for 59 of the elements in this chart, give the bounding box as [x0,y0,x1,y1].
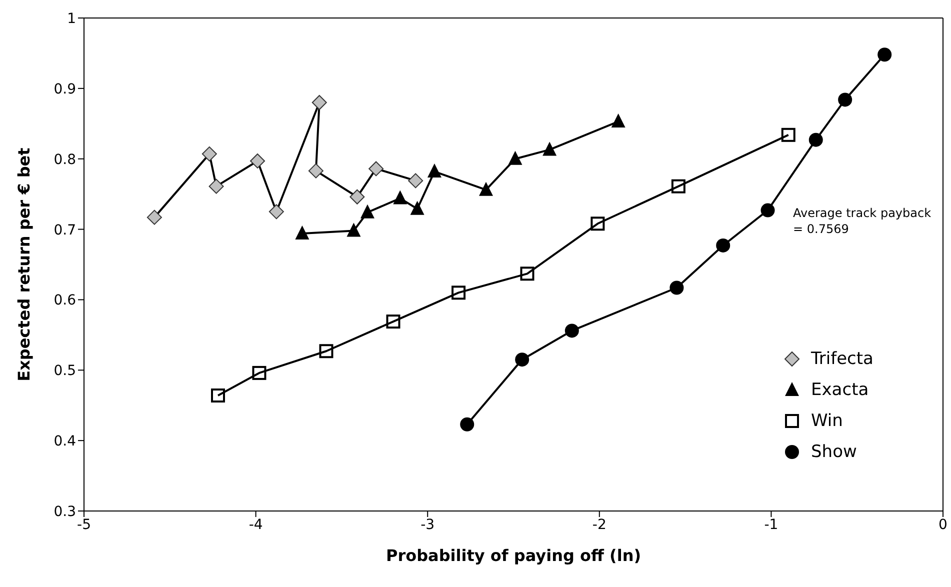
point [250,153,266,168]
x-tick-label: -4 [248,516,263,533]
legend-label: Exacta [811,380,869,400]
x-tick-label: -1 [764,516,778,533]
point [671,179,686,194]
point [808,132,823,147]
point [312,95,327,110]
point [350,189,365,204]
y-tick-label: 0.7 [54,222,76,238]
y-tick-label: 0.8 [54,152,76,168]
legend-label: Win [811,410,843,430]
point [208,178,224,194]
point [611,114,626,128]
point [427,164,442,178]
point [781,128,796,142]
point [460,417,474,432]
point [878,48,892,62]
x-tick-label: -2 [592,516,606,533]
point [542,142,557,156]
point [211,388,226,402]
point [564,324,579,338]
point [202,146,217,162]
point [716,238,730,252]
point [308,163,324,178]
legend-label: Show [811,442,857,462]
legend-label: Trifecta [811,348,874,368]
x-tick-label: -3 [420,516,435,533]
point [760,203,775,218]
y-tick-label: 0.6 [54,292,76,309]
point [590,216,605,231]
point [319,344,334,358]
annotation: Average track payback = 0.7569 [793,205,932,237]
point [146,210,162,225]
point [346,222,361,237]
point [452,286,466,300]
point [386,314,400,329]
x-axis-title: Probability of paying off (ln) [386,546,642,565]
point [410,200,424,215]
point [393,190,408,204]
point [838,92,852,107]
point [408,173,424,188]
point [368,161,384,176]
point [252,366,266,380]
point [515,352,530,367]
y-tick-label: 0.5 [54,363,76,380]
y-tick-label: 0.3 [54,504,76,520]
point [520,266,534,281]
point [268,204,284,220]
point [670,280,684,295]
y-tick-label: 1 [67,10,76,27]
y-axis-title: Expected return per € bet [14,147,34,382]
y-tick-label: 0.9 [54,81,76,98]
x-tick-label: -5 [77,516,91,533]
point [295,226,310,240]
y-tick-label: 0.4 [54,434,76,450]
point [479,182,494,196]
point [508,150,522,165]
x-tick-label: 0 [938,516,948,533]
point [360,204,374,218]
